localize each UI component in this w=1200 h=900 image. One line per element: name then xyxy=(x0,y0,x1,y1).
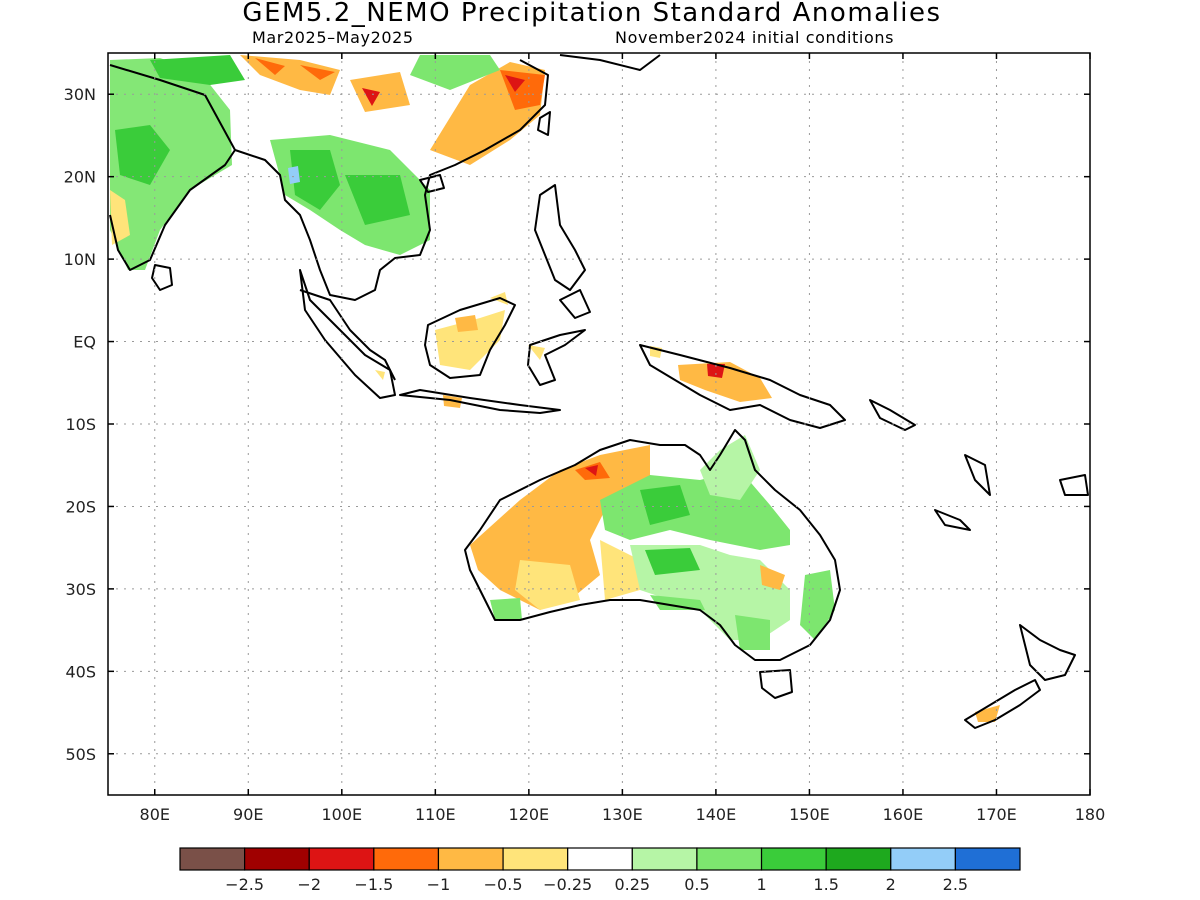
lat-label: 30S xyxy=(65,580,96,599)
lat-label: EQ xyxy=(73,333,96,352)
lat-label: 20S xyxy=(65,497,96,516)
lon-label: 180 xyxy=(1075,805,1106,824)
lat-label: 30N xyxy=(64,85,96,104)
colorbar-swatch xyxy=(631,847,698,871)
colorbar-swatch xyxy=(244,847,310,871)
colorbar-label: 1 xyxy=(756,875,766,894)
colorbar-label: −1.5 xyxy=(354,875,393,894)
colorbar-swatch xyxy=(373,847,440,871)
lon-label: 170E xyxy=(976,805,1017,824)
colorbar-swatch xyxy=(825,847,892,871)
coastlines xyxy=(109,54,1089,729)
lat-label: 50S xyxy=(65,745,96,764)
graticule xyxy=(108,53,1090,795)
initial-conditions: November2024 initial conditions xyxy=(615,28,895,47)
colorbar-label: −0.5 xyxy=(484,875,523,894)
forecast-period: Mar2025–May2025 xyxy=(252,28,414,47)
map-title: GEM5.2_NEMO Precipitation Standard Anoma… xyxy=(242,0,942,28)
colorbar-label: −2 xyxy=(297,875,321,894)
colorbar xyxy=(179,847,1021,871)
colorbar-label: 1.5 xyxy=(813,875,838,894)
lon-label: 80E xyxy=(140,805,170,824)
axis-ticks xyxy=(108,53,1091,795)
lon-label: 140E xyxy=(696,805,737,824)
colorbar-swatch xyxy=(567,847,633,871)
colorbar-label: −1 xyxy=(427,875,451,894)
lon-label: 150E xyxy=(789,805,830,824)
lon-label: 90E xyxy=(233,805,263,824)
lat-label: 20N xyxy=(64,168,96,187)
colorbar-swatch xyxy=(954,847,1021,871)
colorbar-label: −0.25 xyxy=(543,875,592,894)
longitude-labels: 80E 90E 100E 110E 120E 130E 140E 150E 160E 170E 18… xyxy=(140,805,1106,824)
lat-label: 40S xyxy=(65,662,96,681)
lon-label: 130E xyxy=(602,805,643,824)
colorbar-labels: −2.5 −2 −1.5 −1 −0.5 −0.25 0.25 0.5 1 1.5 2 2.5 xyxy=(225,875,968,894)
colorbar-swatch xyxy=(760,847,827,871)
latitude-labels: 30N 20N 10N EQ 10S 20S 30S 40S 50S xyxy=(64,85,96,764)
colorbar-swatch xyxy=(308,847,375,871)
colorbar-label: 2.5 xyxy=(943,875,968,894)
anomaly-shading xyxy=(110,55,1000,722)
colorbar-swatch xyxy=(696,847,763,871)
colorbar-label: −2.5 xyxy=(225,875,264,894)
lon-label: 110E xyxy=(415,805,456,824)
map-frame xyxy=(107,52,1091,796)
colorbar-label: 0.5 xyxy=(684,875,709,894)
lat-label: 10S xyxy=(65,415,96,434)
lon-label: 160E xyxy=(883,805,924,824)
colorbar-swatch xyxy=(502,847,569,871)
lat-label: 10N xyxy=(64,250,96,269)
colorbar-swatch xyxy=(437,847,504,871)
lon-label: 100E xyxy=(321,805,362,824)
colorbar-swatch xyxy=(179,847,246,871)
colorbar-label: 2 xyxy=(886,875,896,894)
colorbar-swatch xyxy=(890,847,956,871)
lon-label: 120E xyxy=(509,805,550,824)
colorbar-label: 0.25 xyxy=(614,875,650,894)
